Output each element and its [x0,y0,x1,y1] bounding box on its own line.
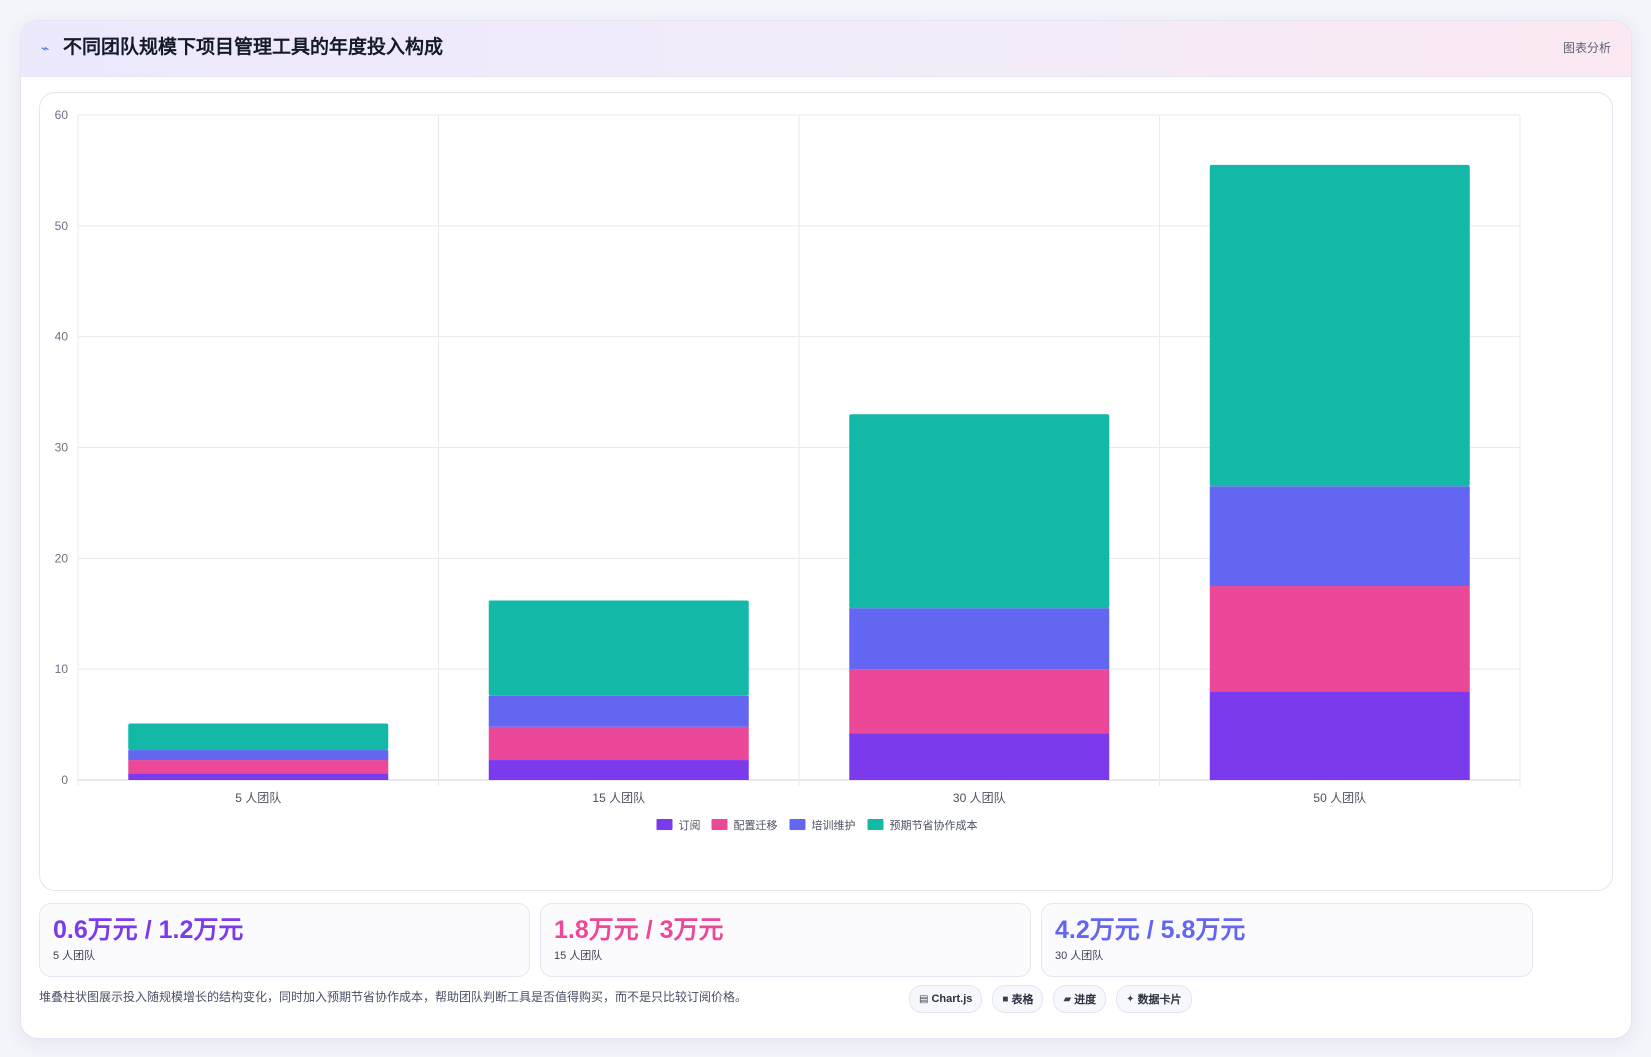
stat-value: 4.2万元 / 5.8万元 [1055,916,1246,944]
stat-value: 1.8万元 / 3万元 [554,916,724,944]
chip-progress[interactable]: ▰ 进度 [1053,985,1107,1013]
chip-data-card[interactable]: ✦ 数据卡片 [1116,985,1192,1013]
legend-label: 订阅 [679,819,701,832]
bar-segment [849,669,1110,734]
tech-chips: ▤ Chart.js ■ 表格 ▰ 进度 ✦ 数据卡片 [909,985,1192,1013]
chip-label: 数据卡片 [1137,994,1182,1006]
table-icon: ■ [1002,993,1009,1005]
chip-table[interactable]: ■ 表格 [992,985,1044,1013]
bar-segment [1209,164,1470,487]
chip-label: Chart.js [931,993,973,1005]
bar-segment [1209,486,1470,587]
stat-card-5: 0.6万元 / 1.2万元 5 人团队 [39,903,530,977]
x-tick-label: 15 人团队 [592,790,645,805]
trend-line-icon: ⌁ [41,40,50,56]
bar-segment [1209,586,1470,692]
stat-label: 15 人团队 [554,950,603,962]
stat-card-15: 1.8万元 / 3万元 15 人团队 [540,903,1031,977]
y-tick-label: 0 [61,773,68,787]
bar-segment [128,723,389,751]
legend-swatch [711,819,728,830]
chip-label: 进度 [1074,994,1097,1006]
y-tick-label: 50 [55,219,69,233]
bar-segment [128,760,389,774]
chart-card: ⌁ 不同团队规模下项目管理工具的年度投入构成 图表分析 0 10 20 30 40 50 6… [20,20,1632,1039]
legend-label: 配置迁移 [734,819,778,832]
chip-chartjs[interactable]: ▤ Chart.js [909,985,983,1013]
x-tick-label: 5 人团队 [235,790,281,805]
bar-segment [488,760,749,780]
x-tick-label: 30 人团队 [953,790,1006,805]
y-tick-label: 20 [55,551,69,565]
bar-segment [128,773,389,780]
header-tag: 图表分析 [1562,41,1611,55]
legend-label: 预期节省协作成本 [890,818,978,832]
chart-icon: ▤ [919,993,929,1005]
bar-segment [1209,691,1470,780]
sparkle-icon: ✦ [1126,993,1135,1005]
y-tick-label: 10 [55,662,69,676]
y-tick-label: 30 [55,441,69,455]
legend-swatch [867,819,884,830]
progress-icon: ▰ [1063,993,1072,1005]
footnote: 堆叠柱状图展示投入随规模增长的结构变化，同时加入预期节省协作成本，帮助团队判断工… [39,990,748,1004]
bar-segment [128,750,389,761]
legend-swatch [789,819,806,830]
y-tick-label: 60 [55,108,69,122]
card-header: ⌁ 不同团队规模下项目管理工具的年度投入构成 图表分析 [21,21,1631,77]
chart-panel: 0 10 20 30 40 50 60 5 人团队 15 人团队 30 人团队 50 人团队订阅 配置… [39,92,1613,891]
bar-segment [488,600,749,696]
bar-segment [849,414,1110,609]
y-tick-label: 40 [55,330,69,344]
bar-segment [488,695,749,727]
legend-label: 培训维护 [812,818,856,832]
x-tick-label: 50 人团队 [1313,790,1366,805]
chip-label: 表格 [1011,994,1034,1006]
page-title: 不同团队规模下项目管理工具的年度投入构成 [63,37,444,58]
stat-card-30: 4.2万元 / 5.8万元 30 人团队 [1041,903,1533,977]
stat-label: 30 人团队 [1055,950,1104,962]
stat-value: 0.6万元 / 1.2万元 [53,916,244,944]
legend-swatch [656,819,673,830]
bar-segment [488,726,749,761]
stat-label: 5 人团队 [53,950,96,962]
bar-segment [849,608,1110,670]
bar-segment [849,733,1110,780]
